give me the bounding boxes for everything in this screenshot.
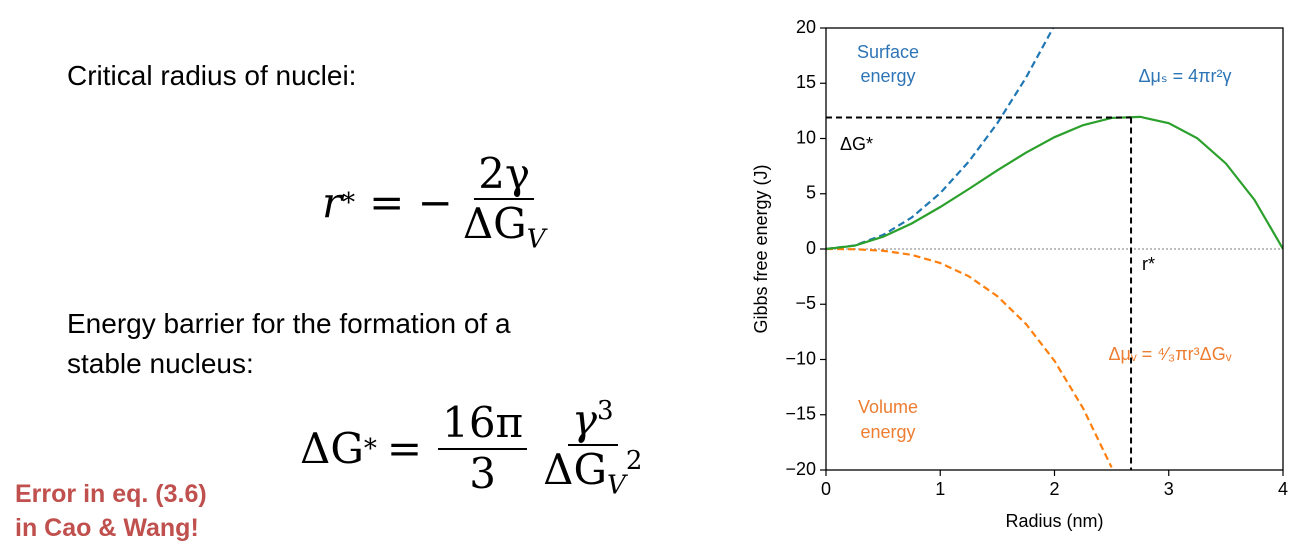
y-tick-label: 10 — [796, 127, 816, 147]
y-tick-label: −10 — [785, 348, 816, 368]
text-line: Energy barrier for the formation of a — [67, 308, 511, 339]
y-tick-label: −20 — [785, 459, 816, 479]
y-axis-label: Gibbs free energy (J) — [751, 164, 771, 333]
eq-text: = — [386, 424, 423, 474]
eq-text: γ — [571, 395, 598, 444]
eq-text: ΔG — [300, 424, 364, 474]
x-tick-label: 2 — [1049, 479, 1059, 499]
annotation: ΔG* — [840, 134, 873, 154]
y-tick-label: 15 — [796, 72, 816, 92]
denominator: ΔGV — [459, 200, 550, 255]
y-tick-label: −15 — [785, 404, 816, 424]
error-note: in Cao & Wang! — [15, 514, 199, 542]
error-note: Error in eq. (3.6) — [15, 480, 207, 508]
annotation: energy — [860, 422, 915, 442]
plot-frame — [825, 27, 1284, 471]
annotation: Surface — [857, 42, 919, 62]
eq-text: 3 — [597, 396, 614, 426]
eq-text: r — [322, 178, 343, 228]
text-line: stable nucleus: — [67, 348, 254, 379]
equation: r * = − 2γ ΔGV — [322, 149, 555, 256]
eq-text: 2 — [625, 446, 643, 477]
eq-text: V — [607, 470, 626, 501]
y-tick-label: −5 — [795, 293, 816, 313]
series-line — [826, 115, 1283, 251]
series-line — [826, 247, 1113, 468]
y-tick-label: 0 — [806, 238, 816, 258]
eq-text: 16π — [438, 399, 528, 450]
fraction: 2γ ΔGV — [459, 149, 550, 256]
annotation: Volume — [858, 397, 918, 417]
numerator: γ3 — [567, 395, 618, 447]
eq-text: = − — [369, 178, 453, 228]
annotation: Δμᵥ = ⁴⁄₃πr³ΔGᵥ — [1109, 344, 1232, 364]
eq-text: 3 — [469, 448, 496, 498]
x-tick-label: 4 — [1278, 479, 1288, 499]
eq-text: ΔG — [462, 199, 527, 249]
fraction: 16π 3 — [438, 399, 528, 498]
annotation: r* — [1142, 254, 1155, 274]
eq-text: * — [363, 433, 377, 464]
eq-text: V — [526, 224, 546, 255]
annotation: Δμₛ = 4πr²γ — [1138, 66, 1231, 86]
x-tick-label: 3 — [1164, 479, 1174, 499]
x-axis-label: Radius (nm) — [1005, 511, 1103, 531]
x-tick-label: 1 — [935, 479, 945, 499]
eq-text: * — [342, 187, 356, 218]
fraction: γ3 ΔGV2 — [539, 395, 646, 502]
denominator: ΔGV2 — [539, 446, 646, 501]
equation: ΔG * = 16π 3 γ3 ΔGV2 — [300, 395, 652, 502]
y-tick-label: 20 — [796, 17, 816, 37]
eq-text: 2γ — [474, 149, 535, 201]
x-tick-label: 0 — [821, 479, 831, 499]
eq-text: ΔG — [543, 445, 608, 495]
heading: Critical radius of nuclei: — [67, 60, 357, 91]
annotation: energy — [860, 66, 915, 86]
plot — [826, 28, 1283, 468]
y-tick-label: 5 — [806, 183, 816, 203]
